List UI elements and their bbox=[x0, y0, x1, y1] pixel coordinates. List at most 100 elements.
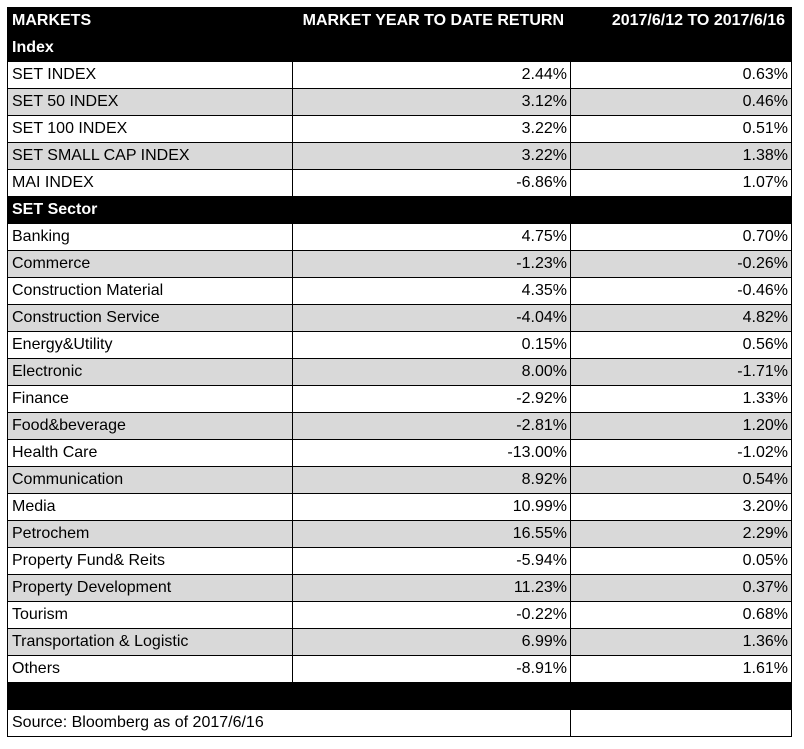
ytd-return-cell: 3.22% bbox=[292, 115, 571, 143]
table-body: Index SET INDEX 2.44% 0.63% SET 50 INDEX 3.12… bbox=[7, 34, 792, 737]
week-return-cell: -1.02% bbox=[570, 439, 792, 467]
market-name-cell: Health Care bbox=[7, 439, 293, 467]
table-row: MAI INDEX -6.86% 1.07% bbox=[7, 169, 792, 197]
ytd-return-cell: 8.92% bbox=[292, 466, 571, 494]
week-return-cell: 0.56% bbox=[570, 331, 792, 359]
market-returns-table: MARKETS MARKET YEAR TO DATE RETURN 2017/… bbox=[7, 7, 792, 737]
week-return-cell: 0.05% bbox=[570, 547, 792, 575]
market-name-cell: Others bbox=[7, 655, 293, 683]
section-title: Index bbox=[7, 34, 792, 62]
market-name-cell: Transportation & Logistic bbox=[7, 628, 293, 656]
market-name-cell: Media bbox=[7, 493, 293, 521]
ytd-return-cell: -5.94% bbox=[292, 547, 571, 575]
table-row: Petrochem 16.55% 2.29% bbox=[7, 520, 792, 548]
market-name-cell: Communication bbox=[7, 466, 293, 494]
ytd-return-cell: -2.92% bbox=[292, 385, 571, 413]
ytd-return-cell: -8.91% bbox=[292, 655, 571, 683]
week-return-cell: 0.70% bbox=[570, 223, 792, 251]
source-note: Source: Bloomberg as of 2017/6/16 bbox=[7, 709, 571, 737]
week-return-cell: 1.61% bbox=[570, 655, 792, 683]
table-row: Property Fund& Reits -5.94% 0.05% bbox=[7, 547, 792, 575]
market-name-cell: SET 50 INDEX bbox=[7, 88, 293, 116]
market-name-cell: SET INDEX bbox=[7, 61, 293, 89]
table-row: Energy&Utility 0.15% 0.56% bbox=[7, 331, 792, 359]
table-row: SET SMALL CAP INDEX 3.22% 1.38% bbox=[7, 142, 792, 170]
market-name-cell: Property Development bbox=[7, 574, 293, 602]
week-return-cell: 4.82% bbox=[570, 304, 792, 332]
ytd-return-cell: 4.35% bbox=[292, 277, 571, 305]
week-return-cell: -1.71% bbox=[570, 358, 792, 386]
market-name-cell: SET 100 INDEX bbox=[7, 115, 293, 143]
ytd-return-cell: -13.00% bbox=[292, 439, 571, 467]
table-header-row: MARKETS MARKET YEAR TO DATE RETURN 2017/… bbox=[7, 7, 792, 35]
table-row: Others -8.91% 1.61% bbox=[7, 655, 792, 683]
table-row: Transportation & Logistic 6.99% 1.36% bbox=[7, 628, 792, 656]
ytd-return-cell: 6.99% bbox=[292, 628, 571, 656]
section-header-row: SET Sector bbox=[7, 196, 792, 224]
week-return-cell: 3.20% bbox=[570, 493, 792, 521]
ytd-return-cell: 10.99% bbox=[292, 493, 571, 521]
ytd-return-cell: -4.04% bbox=[292, 304, 571, 332]
market-name-cell: Finance bbox=[7, 385, 293, 413]
table-row: Commerce -1.23% -0.26% bbox=[7, 250, 792, 278]
market-name-cell: Energy&Utility bbox=[7, 331, 293, 359]
table-row: SET 50 INDEX 3.12% 0.46% bbox=[7, 88, 792, 116]
table-row: SET 100 INDEX 3.22% 0.51% bbox=[7, 115, 792, 143]
market-name-cell: Construction Material bbox=[7, 277, 293, 305]
market-name-cell: Commerce bbox=[7, 250, 293, 278]
table-row: Health Care -13.00% -1.02% bbox=[7, 439, 792, 467]
week-return-cell: 0.63% bbox=[570, 61, 792, 89]
ytd-return-cell: -2.81% bbox=[292, 412, 571, 440]
week-return-cell: 2.29% bbox=[570, 520, 792, 548]
table-row: Electronic 8.00% -1.71% bbox=[7, 358, 792, 386]
market-name-cell: Property Fund& Reits bbox=[7, 547, 293, 575]
spacer-cell bbox=[7, 682, 792, 710]
market-name-cell: Tourism bbox=[7, 601, 293, 629]
table-row: Finance -2.92% 1.33% bbox=[7, 385, 792, 413]
ytd-return-cell: -6.86% bbox=[292, 169, 571, 197]
source-empty-cell bbox=[570, 709, 792, 737]
table-row: SET INDEX 2.44% 0.63% bbox=[7, 61, 792, 89]
header-week-return: 2017/6/12 TO 2017/6/16 bbox=[570, 7, 792, 35]
ytd-return-cell: 4.75% bbox=[292, 223, 571, 251]
week-return-cell: 0.37% bbox=[570, 574, 792, 602]
table-row: Construction Material 4.35% -0.46% bbox=[7, 277, 792, 305]
table-row: Banking 4.75% 0.70% bbox=[7, 223, 792, 251]
market-name-cell: SET SMALL CAP INDEX bbox=[7, 142, 293, 170]
week-return-cell: 0.46% bbox=[570, 88, 792, 116]
ytd-return-cell: 0.15% bbox=[292, 331, 571, 359]
ytd-return-cell: 3.12% bbox=[292, 88, 571, 116]
source-row: Source: Bloomberg as of 2017/6/16 bbox=[7, 709, 792, 737]
market-name-cell: Banking bbox=[7, 223, 293, 251]
section-header-row: Index bbox=[7, 34, 792, 62]
week-return-cell: 0.51% bbox=[570, 115, 792, 143]
week-return-cell: 1.38% bbox=[570, 142, 792, 170]
ytd-return-cell: 3.22% bbox=[292, 142, 571, 170]
week-return-cell: 0.68% bbox=[570, 601, 792, 629]
table-row: Property Development 11.23% 0.37% bbox=[7, 574, 792, 602]
week-return-cell: -0.26% bbox=[570, 250, 792, 278]
week-return-cell: 1.36% bbox=[570, 628, 792, 656]
week-return-cell: 1.20% bbox=[570, 412, 792, 440]
week-return-cell: 0.54% bbox=[570, 466, 792, 494]
spacer-row bbox=[7, 682, 792, 710]
table-row: Media 10.99% 3.20% bbox=[7, 493, 792, 521]
market-name-cell: Construction Service bbox=[7, 304, 293, 332]
ytd-return-cell: 8.00% bbox=[292, 358, 571, 386]
market-name-cell: Petrochem bbox=[7, 520, 293, 548]
week-return-cell: -0.46% bbox=[570, 277, 792, 305]
ytd-return-cell: 11.23% bbox=[292, 574, 571, 602]
header-ytd-return: MARKET YEAR TO DATE RETURN bbox=[292, 7, 571, 35]
table-row: Food&beverage -2.81% 1.20% bbox=[7, 412, 792, 440]
week-return-cell: 1.33% bbox=[570, 385, 792, 413]
ytd-return-cell: -1.23% bbox=[292, 250, 571, 278]
market-name-cell: Electronic bbox=[7, 358, 293, 386]
ytd-return-cell: 2.44% bbox=[292, 61, 571, 89]
table-row: Construction Service -4.04% 4.82% bbox=[7, 304, 792, 332]
header-markets: MARKETS bbox=[7, 7, 293, 35]
table-row: Communication 8.92% 0.54% bbox=[7, 466, 792, 494]
table-row: Tourism -0.22% 0.68% bbox=[7, 601, 792, 629]
market-name-cell: MAI INDEX bbox=[7, 169, 293, 197]
market-name-cell: Food&beverage bbox=[7, 412, 293, 440]
ytd-return-cell: -0.22% bbox=[292, 601, 571, 629]
